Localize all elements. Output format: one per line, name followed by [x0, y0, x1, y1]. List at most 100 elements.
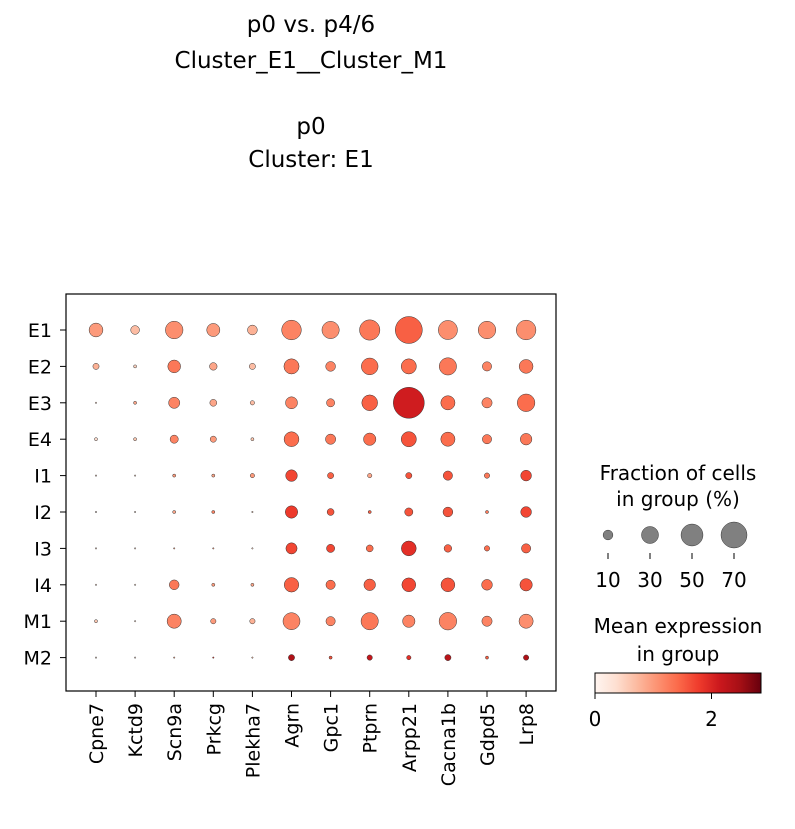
x-tick-label: Cacna1b: [438, 703, 460, 786]
x-tick-label: Agrn: [282, 703, 304, 748]
dot-E1-Ptprn: [359, 319, 381, 341]
dot-M2-Cacna1b: [444, 654, 452, 661]
dot-I1-Scn9a: [172, 473, 176, 478]
y-tick-label: E1: [28, 320, 52, 342]
dot-I2-Prkcg: [211, 510, 216, 514]
dot-I1-Lrp8: [520, 469, 532, 482]
dot-M2-Gpc1: [328, 655, 333, 660]
dot-E1-Cpne7: [88, 322, 104, 338]
size-legend-label: 50: [679, 568, 704, 592]
dot-I2-Kctd9: [134, 511, 137, 513]
dot-E2-Ptprn: [361, 357, 379, 375]
dot-I3-Scn9a: [173, 547, 176, 550]
dot-M2-Agrn: [288, 654, 295, 661]
dot-E4-Prkcg: [209, 435, 217, 443]
y-axis-group-labels: E1 E2 E3 E4 I1 I2 I3 I4 M1 M2: [24, 320, 66, 670]
dot-I3-Plekha7: [251, 547, 254, 550]
color-legend-title: Mean expression: [594, 614, 763, 638]
dot-M1-Arpp21: [402, 614, 416, 628]
dot-I3-Lrp8: [521, 543, 531, 554]
dot-I3-Ptprn: [365, 544, 374, 553]
dot-E2-Scn9a: [167, 359, 181, 374]
dot-I2-Arpp21: [404, 507, 414, 517]
x-tick-label: Ptprn: [360, 703, 382, 754]
x-tick-label: Lrp8: [516, 703, 538, 746]
dot-I1-Agrn: [285, 469, 298, 482]
y-tick-label: E3: [28, 393, 52, 415]
dot-E4-Gdpd5: [482, 434, 492, 445]
dot-M2-Ptprn: [366, 654, 373, 661]
x-tick-label: Gdpd5: [477, 703, 499, 766]
x-axis-gene-labels: Cpne7 Kctd9 Scn9a Prkcg Plekha7 Agrn Gpc1 Ptprn…: [86, 691, 538, 786]
chart-title-line: p0: [296, 114, 325, 140]
dot-I3-Arpp21: [401, 540, 417, 557]
dot-E2-Gdpd5: [482, 361, 492, 372]
dot-M1-Plekha7: [249, 618, 256, 625]
colorbar-tick-label: 0: [589, 707, 602, 731]
chart-title-line: Cluster_E1__Cluster_M1: [175, 48, 448, 74]
dot-E4-Arpp21: [400, 431, 417, 448]
size-legend-dot: [720, 521, 748, 549]
dot-I4-Gdpd5: [481, 579, 493, 591]
dot-E1-Prkcg: [206, 323, 221, 337]
dot-E3-Gdpd5: [481, 397, 493, 409]
dot-E2-Prkcg: [209, 362, 218, 371]
color-legend: Mean expression in group 0 2: [589, 614, 763, 731]
dot-I1-Gpc1: [327, 472, 334, 479]
dot-I3-Gdpd5: [484, 545, 490, 552]
dot-I3-Agrn: [285, 542, 298, 555]
x-tick-label: Arpp21: [399, 703, 421, 772]
size-legend-dot: [602, 529, 614, 541]
dot-I4-Gpc1: [325, 579, 336, 590]
x-tick-label: Scn9a: [164, 703, 186, 761]
dot-M2-Prkcg: [212, 656, 215, 659]
colorbar: [594, 672, 762, 694]
dot-M2-Plekha7: [251, 656, 254, 659]
dot-I4-Agrn: [283, 577, 300, 593]
x-tick-label: Cpne7: [86, 703, 108, 764]
dot-I1-Cacna1b: [443, 470, 453, 481]
y-tick-label: M2: [24, 648, 52, 670]
dot-M1-Agrn: [282, 612, 301, 630]
dot-E4-Plekha7: [250, 437, 255, 442]
y-tick-label: I1: [34, 466, 52, 488]
dot-I2-Agrn: [285, 505, 298, 519]
dot-E1-Gpc1: [321, 321, 340, 339]
dot-M1-Lrp8: [518, 613, 534, 629]
dot-M1-Ptprn: [360, 612, 379, 631]
dot-E1-Agrn: [281, 319, 302, 341]
dot-I1-Arpp21: [405, 472, 413, 479]
dot-M1-Gdpd5: [481, 615, 493, 627]
dot-E2-Arpp21: [400, 358, 417, 375]
dot-I1-Prkcg: [211, 473, 216, 478]
dot-E3-Ptprn: [361, 394, 378, 411]
dot-I2-Cacna1b: [442, 506, 454, 518]
dot-M1-Cacna1b: [438, 612, 457, 631]
dot-I3-Gpc1: [326, 544, 335, 553]
size-legend-dot: [680, 523, 704, 547]
dot-E4-Gpc1: [325, 433, 336, 445]
chart-title-line: p0 vs. p4/6: [247, 12, 375, 38]
color-legend-title: in group: [637, 642, 720, 666]
dot-I1-Kctd9: [134, 474, 137, 477]
dot-I4-Scn9a: [169, 579, 180, 590]
dot-E4-Cpne7: [94, 437, 98, 442]
dot-E2-Cacna1b: [439, 357, 457, 376]
dot-E3-Lrp8: [517, 393, 536, 412]
dot-M2-Kctd9: [134, 656, 137, 659]
dot-I1-Ptprn: [367, 473, 373, 479]
dot-I4-Plekha7: [250, 583, 255, 587]
y-tick-label: I2: [34, 502, 52, 524]
dot-M2-Gdpd5: [485, 655, 489, 660]
size-legend-label: 70: [721, 568, 746, 592]
dot-I1-Cpne7: [95, 474, 97, 477]
dot-I2-Cpne7: [95, 511, 97, 513]
dot-E1-Gdpd5: [477, 320, 497, 340]
dot-E3-Gpc1: [326, 398, 335, 408]
dot-E3-Agrn: [285, 396, 298, 410]
dot-I1-Gdpd5: [484, 472, 490, 479]
dot-E4-Agrn: [283, 431, 300, 447]
y-tick-label: E4: [28, 429, 52, 451]
dot-E3-Scn9a: [168, 396, 181, 409]
